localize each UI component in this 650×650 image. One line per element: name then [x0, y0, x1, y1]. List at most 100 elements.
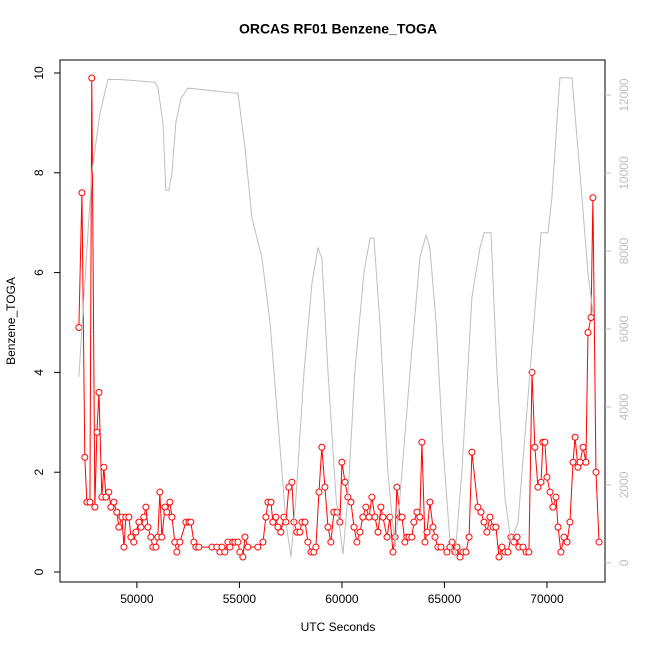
point — [566, 518, 574, 526]
point — [195, 543, 203, 551]
point — [125, 513, 133, 521]
point — [389, 548, 397, 556]
point — [173, 548, 181, 556]
point — [563, 538, 571, 546]
point — [587, 314, 595, 322]
point — [495, 553, 503, 561]
point — [333, 508, 341, 516]
point — [557, 548, 565, 556]
point — [91, 503, 99, 511]
point — [582, 458, 590, 466]
point — [304, 538, 312, 546]
x-axis-label: UTC Seconds — [301, 620, 376, 634]
point — [492, 523, 500, 531]
point — [176, 538, 184, 546]
point — [221, 548, 229, 556]
point — [75, 323, 83, 331]
point — [350, 523, 358, 531]
point — [552, 493, 560, 501]
point — [576, 458, 584, 466]
point — [595, 538, 603, 546]
point — [554, 523, 562, 531]
point — [110, 498, 118, 506]
point — [429, 523, 437, 531]
point — [100, 463, 108, 471]
point — [571, 433, 579, 441]
point — [510, 538, 518, 546]
point — [241, 533, 249, 541]
y2-tick-label: 0 — [617, 559, 631, 566]
point — [269, 518, 277, 526]
point — [386, 513, 394, 521]
point — [483, 528, 491, 536]
point — [341, 478, 349, 486]
point — [115, 523, 123, 531]
point — [579, 443, 587, 451]
point — [453, 543, 461, 551]
y-tick-label: 10 — [32, 66, 46, 80]
point — [443, 548, 451, 556]
point — [312, 543, 320, 551]
point — [418, 438, 426, 446]
point — [234, 538, 242, 546]
point — [546, 488, 554, 496]
point — [336, 518, 344, 526]
point — [272, 513, 280, 521]
point — [426, 498, 434, 506]
point — [140, 513, 148, 521]
point — [95, 388, 103, 396]
x-tick-label: 70000 — [530, 592, 564, 606]
point — [267, 498, 275, 506]
plot-box — [59, 59, 606, 583]
x-tick-label: 60000 — [325, 592, 359, 606]
point — [359, 513, 367, 521]
point — [152, 543, 160, 551]
point — [130, 538, 138, 546]
point — [423, 528, 431, 536]
point — [301, 518, 309, 526]
point — [356, 528, 364, 536]
point — [534, 483, 542, 491]
point — [421, 538, 429, 546]
point — [254, 543, 262, 551]
point — [371, 513, 379, 521]
point — [569, 458, 577, 466]
point — [498, 543, 506, 551]
point — [549, 503, 557, 511]
point — [137, 523, 145, 531]
point — [391, 533, 399, 541]
y-tick-label: 0 — [32, 568, 46, 575]
x-tick-label: 55000 — [223, 592, 257, 606]
point — [259, 538, 267, 546]
point — [324, 523, 332, 531]
point — [158, 533, 166, 541]
chart-title: ORCAS RF01 Benzene_TOGA — [239, 21, 437, 37]
point — [504, 548, 512, 556]
point — [437, 543, 445, 551]
point — [142, 503, 150, 511]
point — [465, 533, 473, 541]
x-tick-label: 50000 — [120, 592, 154, 606]
point — [486, 513, 494, 521]
point — [86, 498, 94, 506]
point — [296, 528, 304, 536]
y2-tick-label: 2000 — [617, 471, 631, 498]
point — [120, 543, 128, 551]
y2-tick-label: 4000 — [617, 393, 631, 420]
y2-tick-label: 6000 — [617, 315, 631, 342]
point — [416, 513, 424, 521]
point — [379, 513, 387, 521]
point — [592, 468, 600, 476]
point — [431, 533, 439, 541]
point — [377, 503, 385, 511]
point — [244, 543, 252, 551]
point — [147, 533, 155, 541]
point — [168, 513, 176, 521]
series-line — [78, 77, 594, 558]
point — [541, 438, 549, 446]
point — [166, 498, 174, 506]
point — [560, 533, 568, 541]
point — [327, 538, 335, 546]
y-tick-label: 8 — [32, 169, 46, 176]
point — [543, 473, 551, 481]
